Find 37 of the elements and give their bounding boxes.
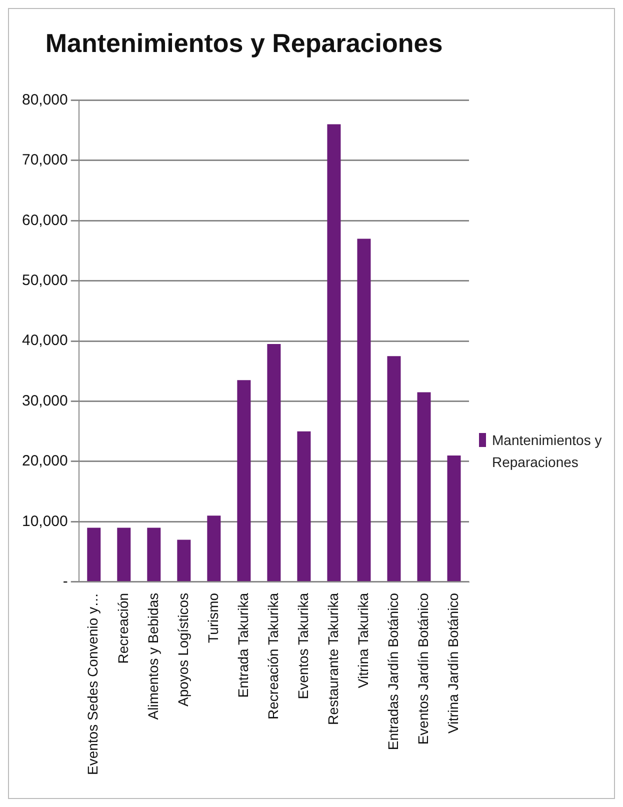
legend-label: Mantenimientos y Reparaciones	[492, 431, 603, 472]
chart-title: Mantenimientos y Reparaciones	[45, 28, 443, 58]
x-tick-label: Vitrina Takurika	[354, 592, 371, 688]
x-tick-label: Apoyos Logísticos	[174, 592, 191, 707]
bar	[147, 528, 161, 582]
x-tick-label: Alimentos y Bebidas	[144, 592, 161, 720]
x-tick-label: Eventos Jardín Botánico	[414, 592, 431, 745]
x-tick-label: Vitrina Jardín Botánico	[444, 592, 461, 734]
bar	[357, 238, 371, 582]
x-tick-label: Restaurante Takurika	[324, 592, 341, 725]
bar	[387, 356, 401, 582]
bar	[267, 344, 281, 582]
y-tick-label: 10,000	[22, 512, 68, 530]
y-tick-label: 30,000	[22, 392, 68, 410]
x-tick-label: Eventos Sedes Convenio y…	[84, 592, 101, 776]
x-tick-label: Eventos Takurika	[294, 592, 311, 700]
y-tick-label: 80,000	[22, 91, 68, 108]
bar	[417, 392, 431, 582]
bar	[117, 528, 131, 582]
bar	[207, 516, 221, 582]
y-tick-label: 40,000	[22, 332, 68, 350]
bar	[297, 431, 311, 582]
x-tick-label: Recreación Takurika	[264, 592, 281, 720]
y-tick-label: 70,000	[22, 152, 68, 169]
bar	[327, 124, 341, 582]
x-tick-label: Recreación	[114, 592, 131, 664]
bar	[447, 455, 461, 582]
x-tick-label: Entrada Takurika	[234, 592, 251, 698]
bar	[237, 380, 251, 582]
y-tick-label: 60,000	[22, 212, 68, 229]
y-tick-label: 50,000	[22, 272, 68, 289]
y-tick-label: 20,000	[22, 452, 68, 470]
y-tick-label: -	[62, 573, 68, 590]
x-tick-label: Entradas Jardín Botánico	[384, 592, 401, 750]
bar	[177, 540, 191, 582]
x-tick-label: Turismo	[204, 592, 221, 643]
bar	[87, 528, 101, 582]
